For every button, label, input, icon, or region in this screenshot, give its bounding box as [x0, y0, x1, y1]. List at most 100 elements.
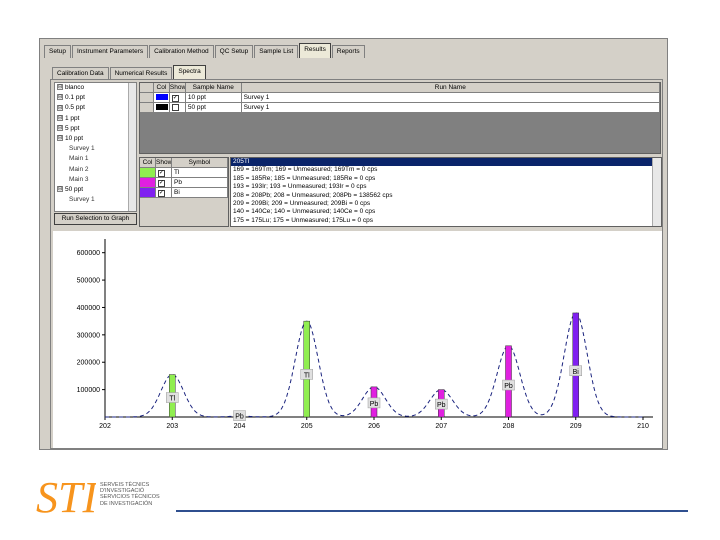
- y-tick-label: 600000: [77, 250, 100, 257]
- isotope-list-scrollbar[interactable]: [652, 158, 661, 226]
- color-swatch: [155, 94, 168, 100]
- sti-logo-mark: STI: [36, 473, 96, 520]
- tab-reports[interactable]: Reports: [331, 45, 365, 58]
- tree-node[interactable]: ⊟ blanco: [55, 83, 136, 93]
- expand-toggle-icon[interactable]: ⊟: [57, 114, 63, 121]
- bar-label-box: [502, 379, 515, 391]
- tree-node-label: Survey 1: [69, 145, 95, 153]
- x-tick-label: 210: [637, 423, 649, 430]
- color-cell[interactable]: [140, 188, 156, 198]
- tree-node[interactable]: ⊟ 5 ppt: [55, 124, 136, 134]
- tree-node[interactable]: ⊟ 1 ppt: [55, 114, 136, 124]
- expand-toggle-icon[interactable]: ⊟: [57, 104, 63, 111]
- tree-node-label: 0.1 ppt: [65, 94, 85, 102]
- tree-node[interactable]: Main 1: [55, 154, 136, 164]
- spectrum-chart-svg: 100000 200000 300000 400000 500000 600000 202 2…: [77, 239, 653, 430]
- main-tab-bar: Setup Instrument Parameters Calibration Me…: [44, 43, 366, 58]
- tree-node-label: Main 3: [69, 175, 89, 183]
- x-tick-label: 208: [503, 423, 515, 430]
- sample-row[interactable]: 50 ppt Survey 1: [140, 103, 660, 113]
- tab-qc-setup[interactable]: QC Setup: [214, 45, 254, 58]
- x-tick-label: 205: [301, 423, 313, 430]
- isotope-list-item[interactable]: 205Tl: [231, 158, 661, 167]
- isotope-list-item[interactable]: 185 = 185Re; 185 = Unmeasured; 185Re = 0…: [233, 174, 376, 182]
- tree-node-label: 50 ppt: [65, 185, 84, 193]
- symbol-row[interactable]: ✓ Pb: [140, 178, 228, 188]
- symbol-row[interactable]: ✓ Tl: [140, 168, 228, 178]
- color-cell[interactable]: [140, 168, 156, 178]
- isotope-list-item[interactable]: 209 = 209Bi; 209 = Unmeasured; 209Bi = 0…: [233, 199, 371, 207]
- bar-label-box: [166, 392, 179, 403]
- tree-node[interactable]: Main 2: [55, 165, 136, 175]
- run-name-cell: Survey 1: [241, 93, 660, 103]
- header-col: Col: [153, 83, 170, 93]
- symbol-cell: Bi: [172, 188, 228, 198]
- tree-node[interactable]: Survey 1: [55, 144, 136, 154]
- tree-node[interactable]: ⊟ 50 ppt: [55, 185, 136, 195]
- logo-line-2: D'INVESTIGACIÓ: [100, 488, 145, 495]
- show-checkbox[interactable]: ✓: [158, 190, 165, 197]
- expand-toggle-icon[interactable]: ⊟: [57, 94, 63, 101]
- logo-line-3: SERVICIOS TÉCNICOS: [100, 494, 160, 501]
- isotope-list[interactable]: 205Tl 169 = 169Tm; 169 = Unmeasured; 169T…: [230, 157, 662, 227]
- show-checkbox[interactable]: [171, 104, 179, 111]
- expand-toggle-icon[interactable]: ⊟: [57, 84, 63, 91]
- show-cell[interactable]: ✓: [169, 93, 186, 103]
- logo-mark-text: STI: [36, 473, 96, 520]
- subtab-calibration-data[interactable]: Calibration Data: [52, 67, 109, 80]
- header-show: Show: [169, 83, 186, 93]
- tree-node[interactable]: Main 3: [55, 175, 136, 185]
- isotope-list-item[interactable]: 208 = 208Pb; 208 = Unmeasured; 208Pb = 1…: [233, 191, 393, 199]
- isotope-list-item[interactable]: 193 = 193Ir; 193 = Unmeasured; 193Ir = 0…: [233, 183, 367, 191]
- tree-node-label: 1 ppt: [65, 114, 80, 122]
- sample-row[interactable]: ✓ 10 ppt Survey 1: [140, 93, 660, 103]
- show-checkbox[interactable]: ✓: [158, 180, 165, 187]
- bar-label-box: [233, 410, 246, 421]
- tree-node[interactable]: ⊟ 0.1 ppt: [55, 93, 136, 103]
- show-cell[interactable]: ✓: [156, 168, 172, 178]
- show-cell[interactable]: ✓: [156, 188, 172, 198]
- tree-node-label: Survey 1: [69, 196, 95, 204]
- bar-label: Tl: [169, 396, 175, 403]
- show-checkbox[interactable]: ✓: [158, 170, 165, 177]
- row-selector[interactable]: [140, 103, 154, 113]
- expand-toggle-icon[interactable]: ⊟: [57, 186, 63, 193]
- color-cell[interactable]: [153, 93, 170, 103]
- tree-node[interactable]: ⊟ 0.5 ppt: [55, 103, 136, 113]
- tab-setup[interactable]: Setup: [44, 45, 71, 58]
- tab-sample-list[interactable]: Sample List: [254, 45, 299, 58]
- tab-results[interactable]: Results: [299, 43, 331, 58]
- subtab-spectra[interactable]: Spectra: [173, 65, 206, 80]
- subtab-numerical-results[interactable]: Numerical Results: [109, 67, 173, 80]
- tab-instrument-parameters[interactable]: Instrument Parameters: [72, 45, 149, 58]
- x-tick-label: 209: [570, 423, 582, 430]
- expand-toggle-icon[interactable]: ⊟: [57, 125, 63, 132]
- isotope-list-item[interactable]: 140 = 140Ce; 140 = Unmeasured; 140Ce = 0…: [233, 208, 376, 216]
- tree-node-label: 10 ppt: [65, 134, 84, 142]
- symbol-grid-header: Col Show Symbol: [140, 158, 228, 168]
- run-selection-to-graph-button[interactable]: Run Selection to Graph: [54, 213, 137, 225]
- symbol-row[interactable]: ✓ Bi: [140, 188, 228, 198]
- row-selector[interactable]: [140, 93, 154, 103]
- y-tick-label: 200000: [77, 360, 100, 367]
- tree-node[interactable]: ⊟ 10 ppt: [55, 134, 136, 144]
- bar-label: Pb: [504, 383, 513, 390]
- tree-node[interactable]: Survey 1: [55, 195, 136, 205]
- x-tick-label: 204: [234, 423, 246, 430]
- show-checkbox[interactable]: ✓: [171, 95, 179, 102]
- isotope-list-item[interactable]: 175 = 175Lu; 175 = Unmeasured; 175Lu = 0…: [233, 216, 374, 224]
- sample-tree[interactable]: ⊟ blanco ⊟ 0.1 ppt ⊟ 0.5 ppt ⊟ 1 ppt ⊟ 5 ppt ⊟ 10 p…: [54, 82, 137, 212]
- tree-scrollbar[interactable]: [128, 83, 136, 211]
- show-cell[interactable]: [169, 103, 186, 113]
- logo-text: SERVEIS TÈCNICS D'INVESTIGACIÓ SERVICIOS…: [100, 482, 210, 507]
- color-cell[interactable]: [140, 178, 156, 188]
- bar-label: Pb: [370, 401, 379, 408]
- header-sample-name: Sample Name: [185, 83, 242, 93]
- isotope-list-item[interactable]: 169 = 169Tm; 169 = Unmeasured; 169Tm = 0…: [233, 166, 378, 174]
- y-tick-label: 100000: [77, 387, 100, 394]
- tab-calibration-method[interactable]: Calibration Method: [149, 45, 214, 58]
- expand-toggle-icon[interactable]: ⊟: [57, 135, 63, 142]
- show-cell[interactable]: ✓: [156, 178, 172, 188]
- color-cell[interactable]: [153, 103, 170, 113]
- symbol-grid: Col Show Symbol ✓ Tl ✓ Pb ✓ Bi: [139, 157, 229, 227]
